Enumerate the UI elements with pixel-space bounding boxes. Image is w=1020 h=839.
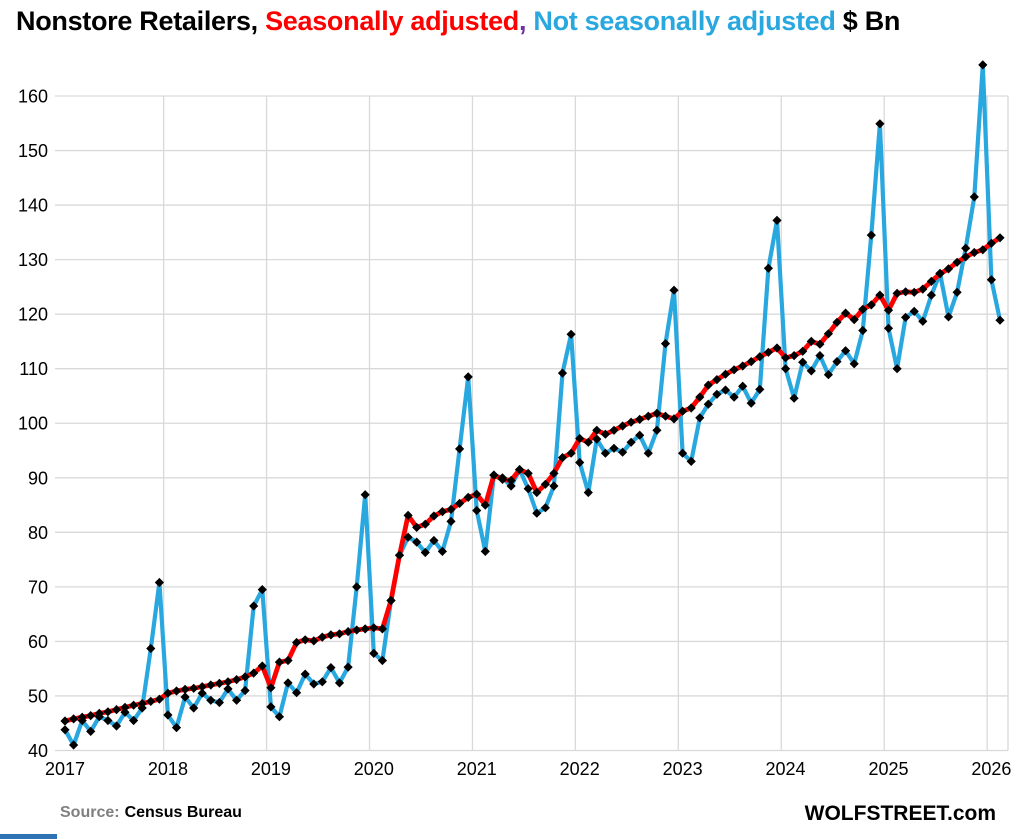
title-part: $ Bn (835, 6, 901, 36)
nsa-line (62, 62, 1003, 748)
y-tick-label: 90 (28, 468, 48, 488)
source-note: Source: Census Bureau (60, 804, 242, 822)
title-part: , (518, 6, 534, 36)
logo-strip (0, 834, 57, 839)
x-tick-label: 2020 (354, 759, 394, 779)
chart-title: Nonstore Retailers, Seasonally adjusted,… (16, 6, 900, 37)
source-label: Source: (60, 804, 120, 821)
x-tick-label: 2023 (663, 759, 703, 779)
y-tick-label: 100 (18, 414, 48, 434)
y-tick-label: 70 (28, 577, 48, 597)
y-tick-label: 110 (19, 359, 48, 379)
y-tick-label: 40 (28, 741, 48, 761)
title-part: Not seasonally adjusted (533, 6, 836, 36)
y-tick-label: 120 (18, 305, 48, 325)
x-tick-label: 2019 (251, 759, 291, 779)
x-tick-label: 2018 (148, 759, 188, 779)
y-tick-label: 160 (18, 86, 48, 106)
y-tick-label: 150 (18, 141, 48, 161)
x-tick-label: 2026 (971, 759, 1011, 779)
y-tick-label: 50 (28, 686, 48, 706)
x-tick-label: 2025 (868, 759, 908, 779)
sa-markers (60, 233, 1005, 726)
source-value: Census Bureau (124, 804, 242, 821)
y-tick-label: 80 (28, 523, 48, 543)
x-tick-label: 2024 (766, 759, 806, 779)
y-tick-label: 60 (28, 632, 48, 652)
x-tick-label: 2017 (45, 759, 85, 779)
x-tick-label: 2022 (560, 759, 600, 779)
nsa-markers (60, 60, 1005, 750)
y-tick-label: 140 (18, 196, 48, 216)
title-part: Nonstore Retailers, (16, 6, 266, 36)
x-tick-label: 2021 (457, 759, 497, 779)
y-tick-label: 130 (18, 250, 48, 270)
title-part: Seasonally adjusted (265, 6, 519, 36)
wolfstreet-brand: WOLFSTREET.com (804, 802, 996, 825)
